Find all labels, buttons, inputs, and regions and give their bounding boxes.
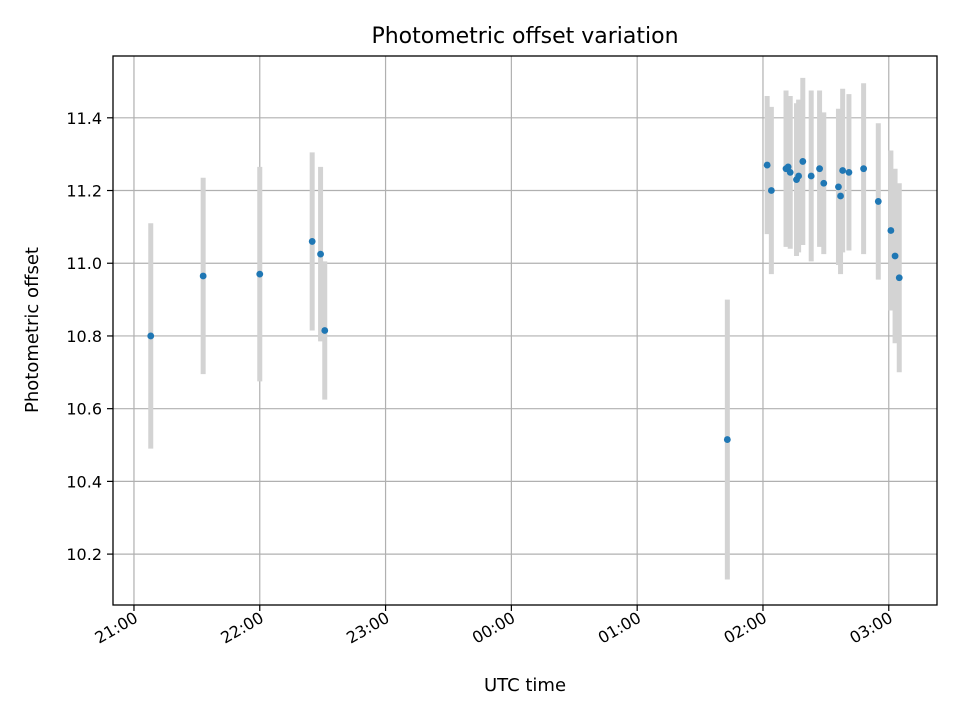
x-tick-label: 22:00 [217,608,266,648]
error-bars [148,77,902,580]
data-point [895,274,903,282]
data-point [308,238,316,245]
data-point [723,436,731,443]
data-point [820,179,828,187]
data-point [795,172,803,180]
x-tick-label: 02:00 [721,608,770,648]
data-point [816,165,823,173]
data-point [256,270,264,278]
x-tick-label: 01:00 [595,608,644,648]
x-tick-label: 00:00 [469,608,518,648]
data-point [784,163,792,171]
y-tick-label: 11.4 [66,109,102,128]
data-point [837,192,844,200]
data-point [860,165,868,173]
x-tick-label: 23:00 [343,608,392,648]
data-point [891,252,899,260]
data-point [321,327,329,334]
y-tick-label: 11.2 [66,182,102,201]
x-tick-label: 21:00 [92,608,141,648]
data-points [147,158,903,443]
data-point [317,250,324,258]
data-point [874,198,882,205]
y-tick-label: 11.0 [66,254,102,273]
data-point [763,161,771,169]
plot-frame [112,55,938,606]
data-point [799,158,807,165]
data-point [147,332,155,340]
y-tick-label: 10.4 [66,472,102,491]
data-point [887,227,895,234]
chart-title: Photometric offset variation [371,24,678,49]
data-point [835,183,842,191]
y-tick-label: 10.8 [66,327,102,346]
y-tick-label: 10.6 [66,400,102,419]
data-point [786,168,794,176]
y-axis-label: Photometric offset [22,247,43,413]
data-point [767,187,775,194]
data-point [839,167,847,174]
x-tick-label: 03:00 [846,608,895,648]
data-point [845,168,853,176]
data-point [807,172,815,180]
y-tick-label: 10.2 [66,545,102,564]
x-axis-label: UTC time [484,675,566,696]
data-point [199,272,207,280]
